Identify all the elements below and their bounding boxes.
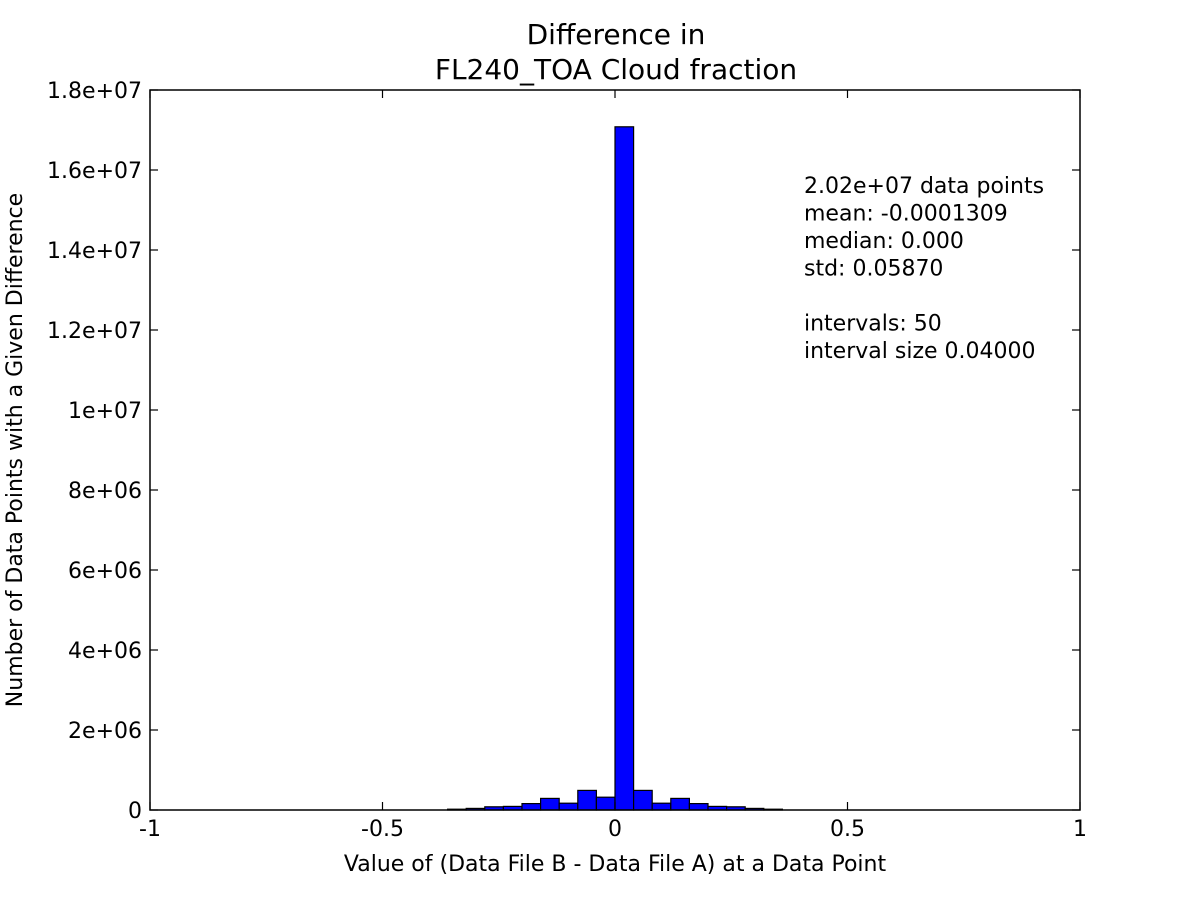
stats-annotation-line: interval size 0.04000: [804, 339, 1036, 364]
y-tick-label: 1.8e+07: [47, 79, 142, 104]
histogram-bar: [688, 802, 709, 811]
y-tick-label: 1e+07: [68, 399, 142, 424]
stats-annotation-line: std: 0.05870: [804, 257, 943, 282]
stats-annotation-line: mean: -0.0001309: [804, 202, 1008, 227]
x-tick-label: -1: [139, 817, 161, 842]
x-tick-label: -0.5: [361, 817, 404, 842]
y-axis-label: Number of Data Points with a Given Diffe…: [3, 193, 28, 707]
histogram-bar: [577, 789, 597, 811]
y-tick-label: 1.4e+07: [47, 239, 142, 264]
histogram-bar: [558, 802, 579, 811]
chart-title-line-2: FL240_TOA Cloud fraction: [435, 53, 797, 86]
stats-annotation-line: median: 0.000: [804, 229, 964, 254]
stats-annotation-line: 2.02e+07 data points: [804, 174, 1044, 199]
stats-annotation-line: intervals: 50: [804, 312, 942, 337]
histogram-bar: [614, 126, 635, 811]
y-tick-label: 1.2e+07: [47, 319, 142, 344]
x-tick-label: 1: [1073, 817, 1087, 842]
x-tick-label: 0: [608, 817, 622, 842]
x-axis-label: Value of (Data File B - Data File A) at …: [344, 852, 887, 877]
ticks-layer: -1 -0.5 0 0.5 1 0 2e+06 4e+06 6e+06 8e+06 1e+07 1.2…: [47, 79, 1087, 842]
y-tick-label: 4e+06: [68, 639, 142, 664]
y-tick-label: 1.6e+07: [47, 159, 142, 184]
histogram-bar: [651, 802, 672, 811]
histogram-bar: [595, 796, 616, 811]
y-tick-label: 8e+06: [68, 479, 142, 504]
y-tick-label: 0: [128, 799, 142, 824]
stats-annotation: 2.02e+07 data points mean: -0.0001309medi…: [804, 174, 1044, 364]
histogram-bar: [521, 802, 542, 811]
plot-area-frame: [149, 89, 1081, 811]
x-tick-label: 0.5: [830, 817, 865, 842]
y-tick-label: 6e+06: [68, 559, 142, 584]
chart-title-line-1: Difference in: [527, 18, 706, 51]
y-tick-label: 2e+06: [68, 719, 142, 744]
bars-layer: [447, 126, 783, 811]
histogram-bar: [670, 797, 690, 811]
histogram-bar: [539, 797, 560, 811]
histogram-bar: [632, 789, 653, 811]
